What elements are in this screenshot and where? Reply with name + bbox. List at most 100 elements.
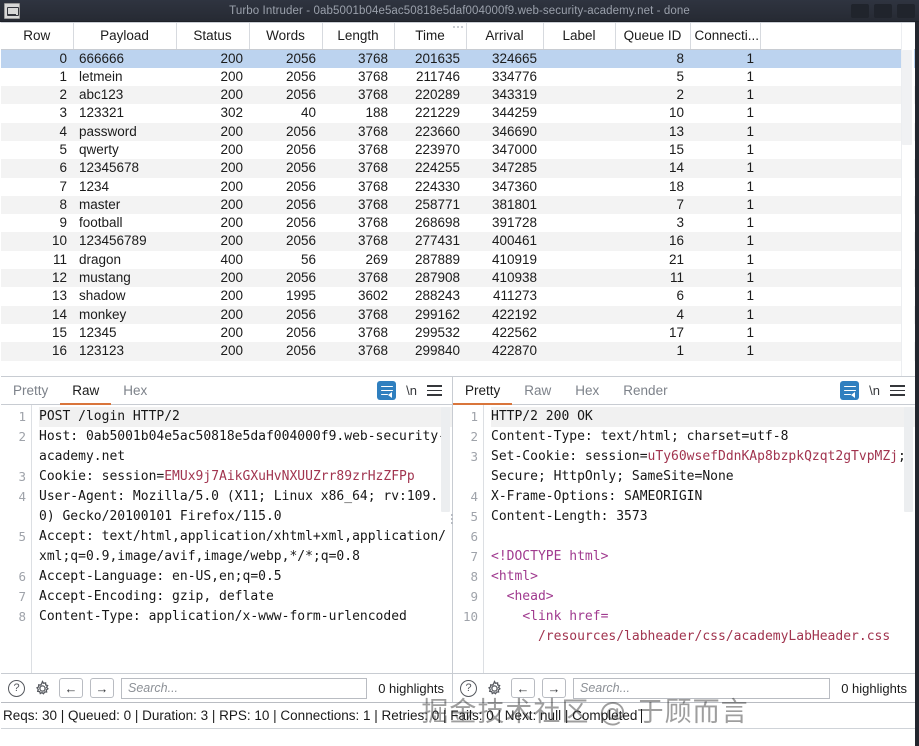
cell-length: 3768 xyxy=(322,269,394,288)
tab-request-pretty[interactable]: Pretty xyxy=(13,382,49,398)
status-bar-text: Reqs: 30 | Queued: 0 | Duration: 3 | RPS… xyxy=(3,708,638,723)
tab-request-raw[interactable]: Raw xyxy=(60,377,112,405)
table-row[interactable]: 7 1234 200 2056 3768 224330 347360 18 1 xyxy=(1,178,915,196)
column-header-queue-id[interactable]: Queue ID xyxy=(615,23,691,50)
cell-queue-id: 10 xyxy=(668,105,684,121)
word-wrap-icon[interactable] xyxy=(840,381,860,400)
table-row[interactable]: 13 shadow 200 1995 3602 288243 411273 6 1 xyxy=(1,287,915,305)
cell-words: 2056 xyxy=(285,68,316,84)
cell-label xyxy=(543,287,615,305)
cell-length: 3768 xyxy=(322,86,394,105)
tab-response-render[interactable]: Render xyxy=(623,382,668,398)
token-tag: <head> xyxy=(491,589,554,604)
request-editor-scrollbar[interactable] xyxy=(441,407,450,671)
close-button[interactable] xyxy=(897,4,915,18)
response-search-input[interactable] xyxy=(573,677,831,699)
cell-words: 40 xyxy=(300,105,316,121)
tab-response-pretty[interactable]: Pretty xyxy=(453,377,513,405)
table-row[interactable]: 16 123123 200 2056 3768 299840 422870 1 1 xyxy=(1,342,915,361)
table-row[interactable]: 15 12345 200 2056 3768 299532 422562 17 1 xyxy=(1,324,915,342)
column-header-length[interactable]: Length xyxy=(322,23,395,50)
word-wrap-icon[interactable] xyxy=(377,381,397,400)
table-row[interactable]: 10 123456789 200 2056 3768 277431 400461 16 1 xyxy=(1,232,915,251)
code-line: Accept: text/html,application/xhtml+xml,… xyxy=(39,529,446,564)
hamburger-menu-icon[interactable] xyxy=(890,385,905,396)
help-icon-glyph: ? xyxy=(8,679,25,697)
maximize-button[interactable] xyxy=(874,4,892,18)
cell-filler xyxy=(760,122,915,141)
cell-arrival: 422870 xyxy=(466,342,543,361)
request-editor-text[interactable]: POST /login HTTP/2 Host: 0ab5001b04e5ac50… xyxy=(31,405,452,673)
hamburger-menu-icon[interactable] xyxy=(427,385,442,396)
tab-response-hex[interactable]: Hex xyxy=(575,382,600,398)
token-value: uTy60wsefDdnKAp8bzpkQzqt2gTvpMZj xyxy=(647,449,898,464)
table-row[interactable]: 4 password 200 2056 3768 223660 346690 13 1 xyxy=(1,122,915,141)
search-next-button[interactable]: → xyxy=(542,678,566,698)
cell-queue-id: 11 xyxy=(615,269,690,288)
minimize-button[interactable] xyxy=(851,4,869,18)
pane-splitter[interactable] xyxy=(450,513,453,534)
gear-icon[interactable] xyxy=(33,679,52,698)
search-prev-button[interactable]: ← xyxy=(511,678,535,698)
status-caret xyxy=(641,708,643,723)
help-icon[interactable]: ? xyxy=(459,679,478,698)
table-row[interactable]: 6 12345678 200 2056 3768 224255 347285 14 1 xyxy=(1,159,915,178)
table-row[interactable]: 9 football 200 2056 3768 268698 391728 3 1 xyxy=(1,214,915,232)
cell-length: 3602 xyxy=(357,288,388,304)
gear-icon[interactable] xyxy=(485,679,504,698)
column-header-status[interactable]: Status xyxy=(176,23,250,50)
table-row[interactable]: 3 123321 302 40 188 221229 344259 10 1 xyxy=(1,104,915,122)
cell-time: 201635 xyxy=(394,49,466,68)
cell-length: 3768 xyxy=(357,324,388,340)
table-row[interactable]: 5 qwerty 200 2056 3768 223970 347000 15 1 xyxy=(1,141,915,159)
cell-row: 6 xyxy=(1,159,73,178)
results-table-scroll-thumb[interactable] xyxy=(902,50,912,145)
table-row[interactable]: 8 master 200 2056 3768 258771 381801 7 1 xyxy=(1,195,915,215)
cell-arrival: 400461 xyxy=(466,232,543,251)
cell-arrival: 411273 xyxy=(492,288,537,304)
cell-label xyxy=(543,214,615,232)
window-controls xyxy=(851,0,915,22)
title-bar: Turbo Intruder - 0ab5001b04e5ac50818e5da… xyxy=(0,0,919,22)
response-editor[interactable]: 1 2 3 4 5 6 7 8 9 10 HTTP/2 200 OK Content-Type: t… xyxy=(453,405,915,673)
table-row[interactable]: 0 666666 200 2056 3768 201635 324665 8 1 xyxy=(1,49,915,68)
cell-label xyxy=(543,86,615,105)
request-search-input[interactable] xyxy=(121,677,368,699)
response-editor-scroll-thumb[interactable] xyxy=(904,407,913,512)
cell-status: 200 xyxy=(220,215,243,231)
help-icon[interactable]: ? xyxy=(7,679,26,698)
column-header-payload[interactable]: Payload xyxy=(73,23,177,50)
table-row[interactable]: 12 mustang 200 2056 3768 287908 410938 11 1 xyxy=(1,269,915,288)
table-row[interactable]: 14 monkey 200 2056 3768 299162 422192 4 1 xyxy=(1,305,915,324)
newline-icon[interactable]: \n xyxy=(869,383,880,398)
response-editor-text[interactable]: HTTP/2 200 OK Content-Type: text/html; ch… xyxy=(483,405,915,673)
request-editor-scroll-thumb[interactable] xyxy=(441,407,450,512)
cell-status: 302 xyxy=(220,105,243,121)
cell-filler xyxy=(760,68,915,86)
table-row[interactable]: 2 abc123 200 2056 3768 220289 343319 2 1 xyxy=(1,86,915,105)
search-next-button[interactable]: → xyxy=(90,678,114,698)
tab-request-hex[interactable]: Hex xyxy=(123,382,148,398)
tab-response-raw[interactable]: Raw xyxy=(524,382,552,398)
response-editor-scrollbar[interactable] xyxy=(904,407,913,671)
cell-connections: 1 xyxy=(690,305,760,324)
column-header-arrival[interactable]: Arrival xyxy=(466,23,544,50)
cell-connections: 1 xyxy=(690,195,760,215)
cell-time: 288243 xyxy=(414,288,460,304)
window-title: Turbo Intruder - 0ab5001b04e5ac50818e5da… xyxy=(229,4,690,17)
line-number: 1 xyxy=(18,409,26,424)
column-header-connections[interactable]: Connecti... xyxy=(690,23,761,50)
table-resize-grip[interactable] xyxy=(445,25,471,29)
request-editor[interactable]: 1 2 3 4 5 6 7 8 POST /login HTTP/2 Host: 0ab5001… xyxy=(1,405,452,673)
table-row[interactable]: 11 dragon 400 56 269 287889 410919 21 1 xyxy=(1,251,915,269)
column-header-words[interactable]: Words xyxy=(249,23,323,50)
table-row[interactable]: 1 letmein 200 2056 3768 211746 334776 5 1 xyxy=(1,68,915,86)
line-number: 7 xyxy=(18,589,26,604)
search-prev-button[interactable]: ← xyxy=(59,678,83,698)
column-header-label[interactable]: Label xyxy=(543,23,616,50)
cell-arrival: 346690 xyxy=(466,122,543,141)
results-table-scrollbar[interactable] xyxy=(901,23,914,376)
column-header-row[interactable]: Row xyxy=(1,23,74,50)
code-line: X-Frame-Options: SAMEORIGIN xyxy=(491,489,703,504)
newline-icon[interactable]: \n xyxy=(406,383,417,398)
